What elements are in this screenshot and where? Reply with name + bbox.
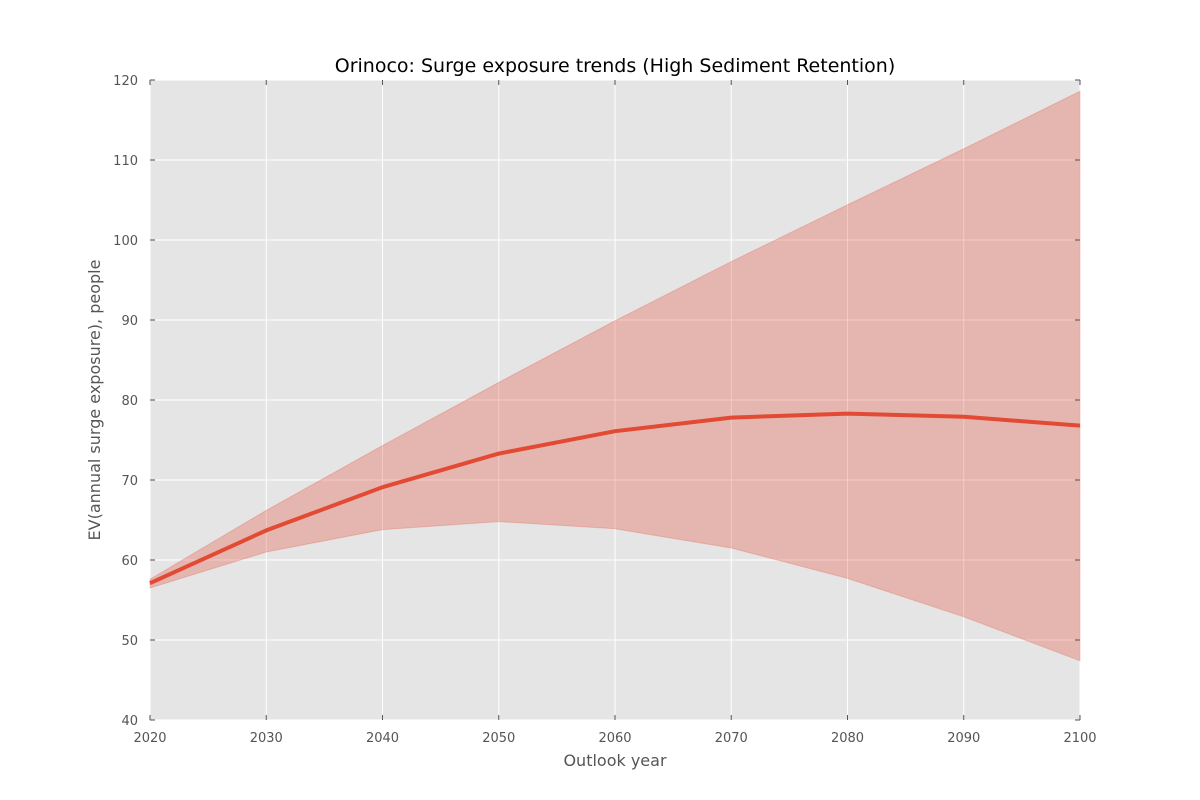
- x-tick-label: 2070: [715, 731, 748, 746]
- x-tick-label: 2080: [831, 731, 864, 746]
- y-tick-label: 90: [121, 314, 138, 329]
- x-tick-label: 2060: [598, 731, 631, 746]
- x-tick-label: 2020: [133, 731, 166, 746]
- y-tick-label: 120: [113, 74, 138, 89]
- y-tick-label: 50: [121, 634, 138, 649]
- x-tick-label: 2050: [482, 731, 515, 746]
- series-line: [149, 411, 1081, 586]
- x-axis-label: Outlook year: [563, 751, 667, 770]
- x-tick-label: 2100: [1063, 731, 1096, 746]
- y-tick-label: 110: [113, 154, 138, 169]
- chart-title: Orinoco: Surge exposure trends (High Sed…: [335, 55, 895, 77]
- y-tick-label: 40: [121, 714, 138, 729]
- y-tick-label: 100: [113, 234, 138, 249]
- uncertainty-band: [149, 90, 1081, 662]
- series-line-layer: [149, 411, 1081, 586]
- y-tick-label: 70: [121, 474, 138, 489]
- ticks: [149, 79, 1081, 721]
- x-tick-label: 2040: [366, 731, 399, 746]
- tick-labels: 2020 2030 2040 2050 2060 2070 2080 2090 2100 40 50…: [113, 74, 1096, 746]
- y-tick-label: 60: [121, 554, 138, 569]
- x-tick-label: 2030: [250, 731, 283, 746]
- y-tick-label: 80: [121, 394, 138, 409]
- uncertainty-band-layer: [149, 90, 1081, 662]
- y-axis-label: EV(annual surge exposure), people: [85, 260, 104, 541]
- x-tick-label: 2090: [947, 731, 980, 746]
